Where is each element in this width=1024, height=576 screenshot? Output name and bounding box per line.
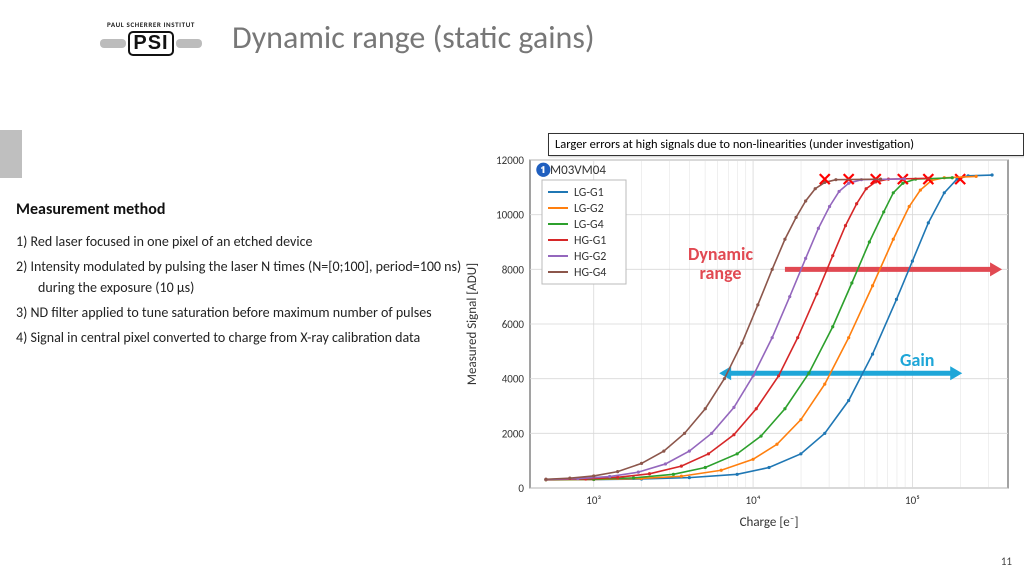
svg-text:10³: 10³ <box>586 494 601 507</box>
institute-name: PAUL SCHERRER INSTITUT <box>86 20 216 29</box>
method-list: 1) Red laser focused in one pixel of an … <box>16 231 471 348</box>
method-item: 1) Red laser focused in one pixel of an … <box>16 231 471 252</box>
slide-title: Dynamic range (static gains) <box>232 18 595 57</box>
method-item: 4) Signal in central pixel converted to … <box>16 327 471 348</box>
annotation-note: Larger errors at high signals due to non… <box>548 133 1024 156</box>
slide: PAUL SCHERRER INSTITUT PSI Dynamic range… <box>0 0 1024 576</box>
logo-abbrev: PSI <box>133 32 168 54</box>
svg-text:HG-G2: HG-G2 <box>574 250 606 264</box>
svg-text:HG-G4: HG-G4 <box>574 266 606 280</box>
svg-text:Charge [e⁻]: Charge [e⁻] <box>740 515 799 530</box>
svg-text:6000: 6000 <box>502 318 525 331</box>
gain-label: Gain <box>900 349 934 371</box>
svg-text:Measured Signal [ADU]: Measured Signal [ADU] <box>465 263 480 385</box>
psi-logo: PAUL SCHERRER INSTITUT PSI <box>86 20 216 56</box>
svg-text:LG-G2: LG-G2 <box>574 202 604 216</box>
svg-text:HG-G1: HG-G1 <box>574 234 606 248</box>
chart-container: 0 2000 4000 6000 8000 10000 12000 10³ 10⁴ 10⁵ Char… <box>460 130 1020 530</box>
method-item: 2) Intensity modulated by pulsing the la… <box>16 256 471 298</box>
dynamic-range-chart: 0 2000 4000 6000 8000 10000 12000 10³ 10⁴ 10⁵ Char… <box>460 130 1020 530</box>
svg-text:2000: 2000 <box>502 427 525 440</box>
svg-text:8000: 8000 <box>502 263 525 276</box>
measurement-method: Measurement method 1) Red laser focused … <box>16 200 471 352</box>
svg-text:M03VM04: M03VM04 <box>550 163 606 178</box>
left-tab-decoration <box>0 130 22 178</box>
svg-text:10⁵: 10⁵ <box>905 494 920 507</box>
svg-text:4000: 4000 <box>502 373 525 386</box>
dynamic-range-label: Dynamicrange <box>688 245 753 283</box>
svg-text:LG-G4: LG-G4 <box>574 218 604 232</box>
method-heading: Measurement method <box>16 200 471 219</box>
svg-text:12000: 12000 <box>496 154 524 167</box>
page-number: 11 <box>1001 555 1012 568</box>
svg-text:10000: 10000 <box>496 209 524 222</box>
svg-text:0: 0 <box>518 482 524 495</box>
svg-text:LG-G1: LG-G1 <box>574 186 604 200</box>
method-item: 3) ND filter applied to tune saturation … <box>16 302 471 323</box>
svg-text:10⁴: 10⁴ <box>746 494 761 507</box>
